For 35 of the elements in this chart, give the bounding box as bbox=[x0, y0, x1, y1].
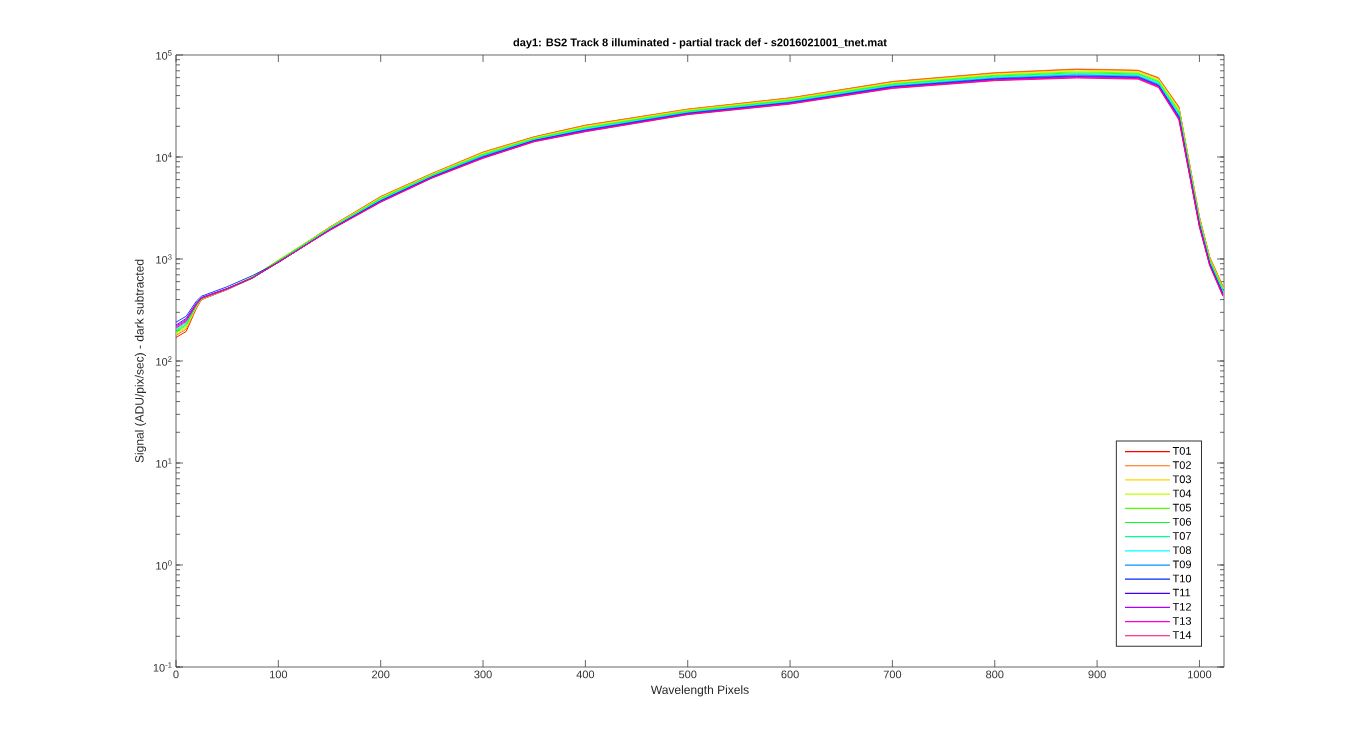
legend-label: T12 bbox=[1172, 602, 1191, 611]
legend-label: T09 bbox=[1172, 560, 1191, 569]
legend-label: T03 bbox=[1172, 475, 1192, 484]
y-tick-label: 10$^{1}$ bbox=[156, 458, 172, 468]
x-tick-label: 700 bbox=[883, 670, 902, 679]
legend-label: T07 bbox=[1172, 532, 1191, 540]
y-axis-title: Signal (ADU/pix/sec) - dark subtracted bbox=[134, 259, 147, 463]
y-tick-label: 10$^{0}$ bbox=[156, 560, 172, 570]
x-tick-label: 500 bbox=[678, 670, 697, 679]
x-tick-label: 400 bbox=[576, 670, 595, 679]
y-tick-label: 10$^{-1}$ bbox=[153, 662, 172, 672]
chart-title: day1: BS2 Track 8 illuminated - partial track def - s2016021001_tnet.mat bbox=[513, 38, 887, 49]
x-tick-label: 600 bbox=[781, 670, 799, 679]
y-tick-label: 10$^{5}$ bbox=[156, 50, 172, 60]
legend-label: T05 bbox=[1172, 503, 1192, 512]
x-tick-label: 900 bbox=[1088, 670, 1106, 679]
legend-label: T04 bbox=[1172, 489, 1192, 498]
y-tick-label: 10$^{4}$ bbox=[156, 152, 172, 162]
legend-label: T14 bbox=[1172, 631, 1192, 639]
legend-label: T11 bbox=[1172, 588, 1191, 597]
legend-label: T02 bbox=[1172, 461, 1191, 469]
legend-label: T13 bbox=[1172, 617, 1192, 625]
y-tick-label: 10$^{2}$ bbox=[156, 356, 172, 366]
legend-label: T06 bbox=[1172, 517, 1192, 526]
y-tick-label: 10$^{3}$ bbox=[156, 254, 172, 264]
legend-label: T01 bbox=[1172, 447, 1191, 455]
x-tick-label: 100 bbox=[270, 670, 288, 679]
x-tick-label: 200 bbox=[372, 670, 390, 679]
x-tick-label: 800 bbox=[986, 670, 1004, 679]
x-axis-title: Wavelength Pixels bbox=[650, 685, 749, 697]
legend-label: T08 bbox=[1172, 546, 1192, 555]
x-tick-label: 1000 bbox=[1188, 670, 1212, 679]
x-tick-label: 300 bbox=[474, 670, 492, 679]
legend-label: T10 bbox=[1172, 574, 1192, 583]
x-tick-label: 0 bbox=[173, 670, 179, 679]
